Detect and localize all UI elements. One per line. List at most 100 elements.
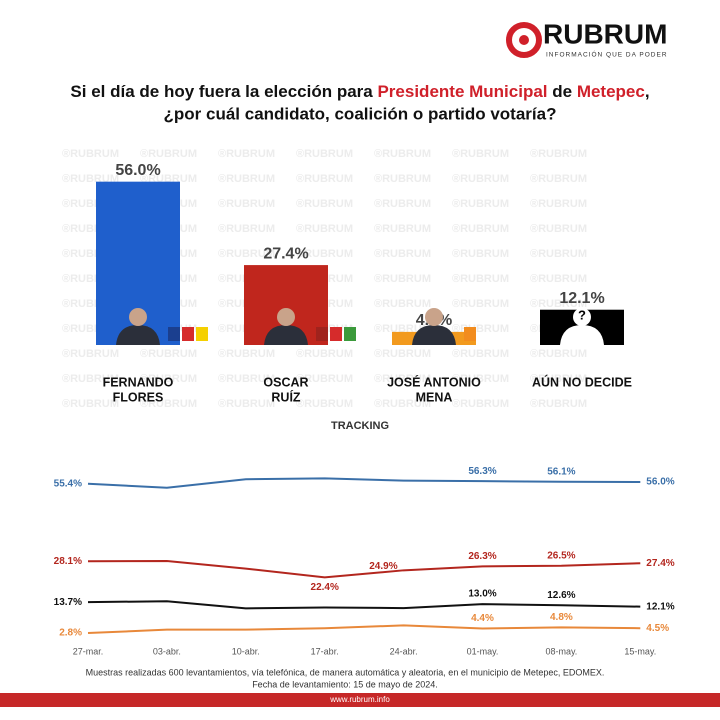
watermark: ®RUBRUM xyxy=(218,198,275,210)
watermark: ®RUBRUM xyxy=(374,198,431,210)
line xyxy=(87,600,641,610)
brand: RUBRUM xyxy=(543,18,667,49)
line xyxy=(87,559,641,579)
watermark: ®RUBRUM xyxy=(296,148,353,160)
watermark: ®RUBRUM xyxy=(374,148,431,160)
value-label: 4.5% xyxy=(646,623,669,634)
watermark: ®RUBRUM xyxy=(296,348,353,360)
title-part: de xyxy=(548,82,577,101)
watermark: ®RUBRUM xyxy=(452,373,509,385)
value-label: 13.7% xyxy=(54,597,82,608)
category-label: MENA xyxy=(416,390,453,404)
watermark: ®RUBRUM xyxy=(374,373,431,385)
category-label: JOSÉ ANTONIO xyxy=(387,374,481,389)
category-label: FLORES xyxy=(113,390,164,404)
watermark: ®RUBRUM xyxy=(218,398,275,410)
watermark: ®RUBRUM xyxy=(218,373,275,385)
watermark: ®RUBRUM xyxy=(296,398,353,410)
watermark: ®RUBRUM xyxy=(296,198,353,210)
value-label: 12.1% xyxy=(559,290,604,307)
x-tick-label: 27-mar. xyxy=(73,646,104,656)
watermark: ®RUBRUM xyxy=(296,173,353,185)
watermark: ®RUBRUM xyxy=(140,348,197,360)
watermark: ®RUBRUM xyxy=(452,298,509,310)
title-part: , xyxy=(645,82,650,101)
watermark: ®RUBRUM xyxy=(530,373,587,385)
party-logo xyxy=(196,327,208,341)
watermark: ®RUBRUM xyxy=(530,348,587,360)
watermark: ®RUBRUM xyxy=(452,248,509,260)
value-label: 26.3% xyxy=(468,551,496,562)
watermark: ®RUBRUM xyxy=(452,148,509,160)
watermark: ®RUBRUM xyxy=(530,148,587,160)
value-label: 55.4% xyxy=(54,478,82,489)
line xyxy=(87,624,641,635)
value-label: 4.8% xyxy=(550,612,573,623)
value-label: 12.1% xyxy=(646,601,674,612)
watermark: ®RUBRUM xyxy=(62,348,119,360)
x-tick-label: 15-may. xyxy=(624,646,656,656)
portrait-head xyxy=(425,308,443,326)
watermark: ®RUBRUM xyxy=(296,248,353,260)
x-tick-label: 24-abr. xyxy=(390,646,418,656)
watermark: ®RUBRUM xyxy=(218,223,275,235)
party-logo xyxy=(330,327,342,341)
value-label: 22.4% xyxy=(311,582,339,593)
watermark: ®RUBRUM xyxy=(530,273,587,285)
website: www.rubrum.info xyxy=(329,695,390,704)
party-logo xyxy=(182,327,194,341)
category-label: AÚN NO DECIDE xyxy=(532,374,632,389)
watermark: ®RUBRUM xyxy=(140,373,197,385)
watermark: ®RUBRUM xyxy=(62,148,119,160)
category-label: OSCAR xyxy=(263,375,308,389)
watermark: ®RUBRUM xyxy=(218,248,275,260)
value-label: 4.4% xyxy=(471,613,494,624)
watermark: ®RUBRUM xyxy=(218,148,275,160)
watermark: ®RUBRUM xyxy=(62,373,119,385)
value-label: 24.9% xyxy=(369,561,397,572)
watermark: ®RUBRUM xyxy=(452,398,509,410)
value-label: 26.5% xyxy=(547,550,575,561)
value-label: 28.1% xyxy=(54,556,82,567)
portrait xyxy=(264,325,308,345)
portrait-head xyxy=(277,308,295,326)
watermark: ®RUBRUM xyxy=(218,173,275,185)
logo-dot xyxy=(519,35,529,45)
watermark: ®RUBRUM xyxy=(530,248,587,260)
note: Muestras realizadas 600 levantamientos, … xyxy=(86,667,605,677)
tagline: INFORMACIÓN QUE DA PODER xyxy=(546,50,668,59)
watermark: ®RUBRUM xyxy=(296,373,353,385)
watermark: ®RUBRUM xyxy=(452,198,509,210)
portrait-head xyxy=(573,308,591,326)
value-label: 2.8% xyxy=(59,628,82,639)
unknown-mark: ? xyxy=(578,307,586,322)
portrait xyxy=(116,325,160,345)
line xyxy=(87,477,641,489)
portrait xyxy=(560,325,604,345)
watermark: ®RUBRUM xyxy=(374,248,431,260)
value-label: 56.3% xyxy=(468,466,496,477)
value-label: 27.4% xyxy=(646,558,674,569)
watermark: ®RUBRUM xyxy=(374,398,431,410)
value-label: 56.1% xyxy=(547,466,575,477)
x-tick-label: 08-may. xyxy=(545,646,577,656)
title-part: Metepec xyxy=(577,82,645,101)
value-label: 27.4% xyxy=(263,245,308,262)
watermark: ®RUBRUM xyxy=(452,173,509,185)
watermark: ®RUBRUM xyxy=(218,348,275,360)
footer-bar xyxy=(0,693,720,707)
watermark: ®RUBRUM xyxy=(530,173,587,185)
value-label: 56.0% xyxy=(646,477,674,488)
party-logo xyxy=(168,327,180,341)
line-chart: 27-mar. 03-abr. 10-abr. 17-abr. 24-abr. 01-ma… xyxy=(54,466,675,657)
title-line2: ¿por cuál candidato, coalición o partido… xyxy=(164,104,557,123)
watermark: ®RUBRUM xyxy=(140,148,197,160)
watermark: ®RUBRUM xyxy=(530,398,587,410)
watermark: ®RUBRUM xyxy=(530,198,587,210)
title-part: Si el día de hoy fuera la elección para xyxy=(70,82,377,101)
watermark: ®RUBRUM xyxy=(374,298,431,310)
watermark: ®RUBRUM xyxy=(452,273,509,285)
portrait xyxy=(412,325,456,345)
category-label: RUÍZ xyxy=(271,389,301,404)
